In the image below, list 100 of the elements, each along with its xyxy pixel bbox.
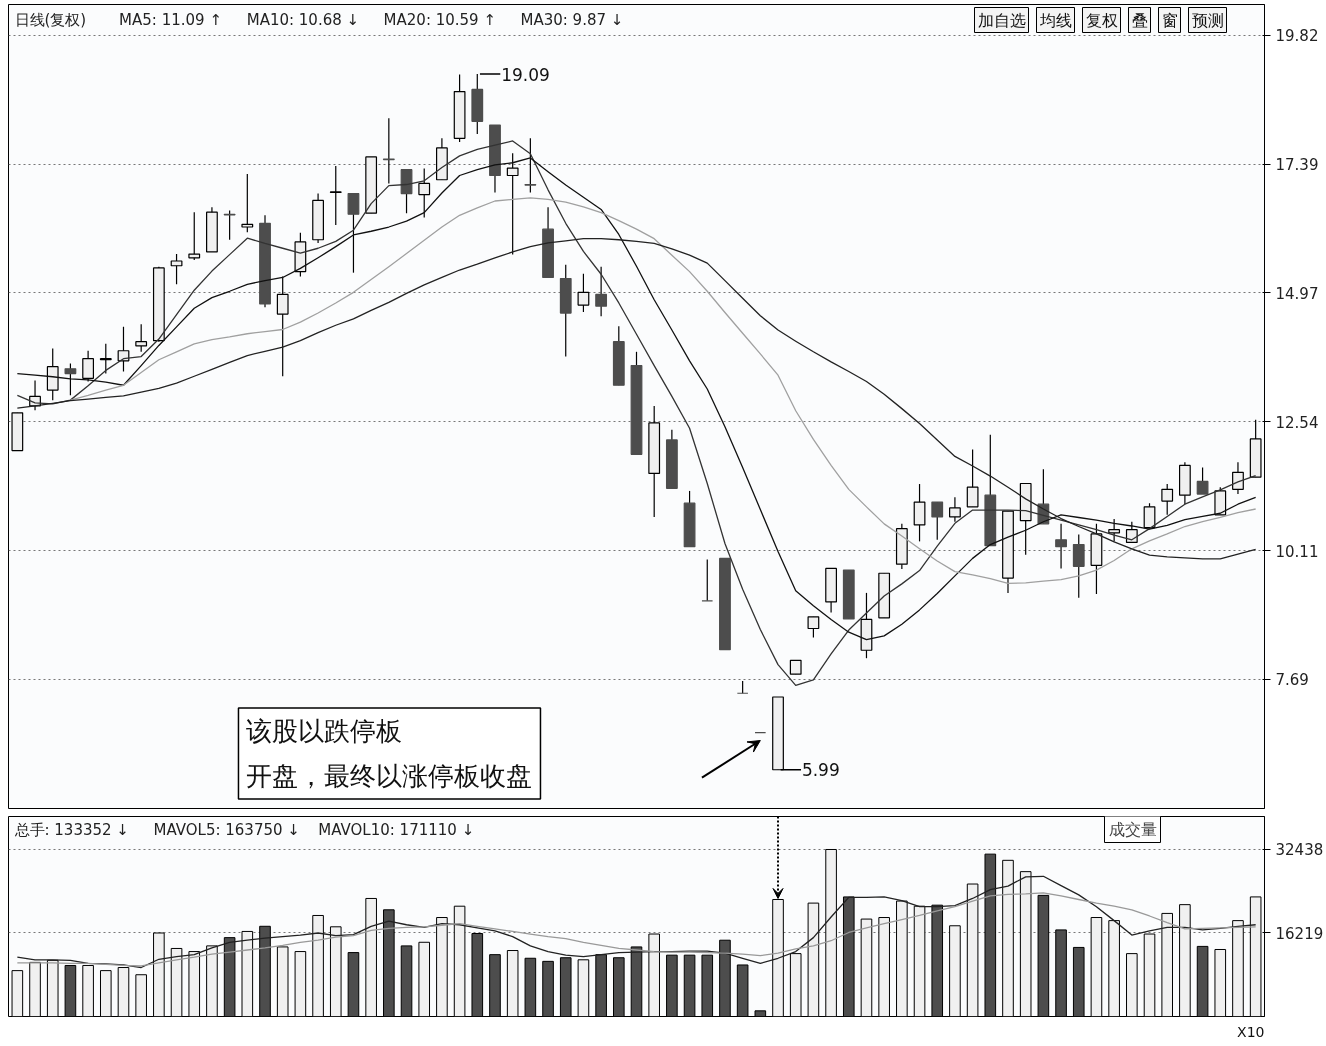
bar [471,933,484,1017]
line-series [16,875,1257,969]
bar [117,967,130,1017]
bar [1037,894,1050,1017]
candlestick [1214,486,1227,516]
y-tick-label: 17.39 [1275,156,1319,175]
annotation: 叠 [1131,10,1148,30]
bar [383,909,395,1017]
bar [46,959,59,1017]
annotation: 均线 [1038,10,1072,30]
candlestick [931,501,944,541]
candlestick [170,253,183,285]
line-series [69,197,1257,584]
bar [613,957,625,1017]
candlestick [64,362,77,396]
candlestick [524,137,537,194]
bar [1002,859,1014,1017]
bar [241,930,254,1017]
bar [736,964,749,1017]
annotation: MA30: 9.87 ↓ [520,10,624,29]
bar [206,945,218,1017]
candlestick [46,348,59,401]
bar [719,939,731,1017]
bar [559,957,572,1017]
candlestick [506,152,519,256]
bar [683,954,696,1017]
line-series [16,892,1257,967]
bar [1179,904,1191,1017]
bar [648,933,660,1017]
y-tick-label: 14.97 [1275,284,1319,303]
bar [1143,933,1156,1017]
bar [489,954,501,1017]
bar [1232,920,1244,1017]
bar [913,905,926,1017]
annotation: MA20: 10.59 ↑ [383,10,496,29]
annotation: 复权 [1085,10,1118,30]
bar [949,925,961,1017]
bar [807,902,820,1017]
line-series [16,238,1257,560]
bar [135,974,147,1017]
bar [1055,929,1067,1017]
candlestick [276,275,289,377]
bar [188,951,201,1017]
y-tick-label: 32438 [1275,841,1324,860]
bar [896,900,908,1017]
bar [436,917,448,1017]
bar [82,964,94,1017]
y-tick-label: 12.54 [1275,413,1319,432]
y-tick-label: 16219 [1275,924,1324,943]
bar [347,952,360,1017]
bar [312,914,324,1017]
bar [276,946,289,1017]
bar [984,853,997,1017]
candlestick [1161,483,1174,516]
bar [931,904,944,1017]
bar [789,953,802,1017]
annotation: 加自选 [977,10,1026,30]
bar [11,970,24,1017]
bar [64,964,77,1017]
candlestick [1072,533,1085,599]
candlestick [99,343,112,375]
annotation: 19.09 [501,64,550,85]
chart-title: 日线(复权) [14,10,87,29]
bar [329,926,342,1017]
text: X10 [1237,1023,1265,1040]
bar [506,950,519,1017]
candlestick [188,211,201,261]
candlestick [241,173,254,233]
y-tick-label: 19.82 [1275,27,1319,46]
bar [153,932,165,1017]
candlestick [966,448,979,508]
annotation: 预测 [1191,10,1224,30]
bar [577,959,590,1017]
bar [701,954,714,1017]
bar [754,1010,767,1017]
bar [1090,917,1103,1017]
candlestick [1143,502,1156,529]
candlestick [949,496,961,523]
bar [542,960,554,1017]
bar [1214,948,1227,1017]
annotation: 5.99 [801,760,840,781]
bar [630,946,643,1017]
annotation: MA10: 10.68 ↓ [246,10,360,29]
bar [1161,912,1174,1017]
bar [223,937,236,1017]
bar [170,947,183,1017]
bar [966,883,979,1017]
annotation: MAVOL5: 163750 ↓ [153,820,300,839]
bar [1196,945,1209,1017]
candlestick [1196,466,1209,495]
candlestick [329,165,342,226]
bar [365,897,377,1017]
bar [666,954,678,1017]
bar [29,961,41,1017]
candlestick [135,323,148,353]
candlestick [382,117,395,185]
bar [453,905,466,1017]
bar [1108,920,1120,1017]
bar [878,917,890,1017]
bar [1126,953,1138,1017]
